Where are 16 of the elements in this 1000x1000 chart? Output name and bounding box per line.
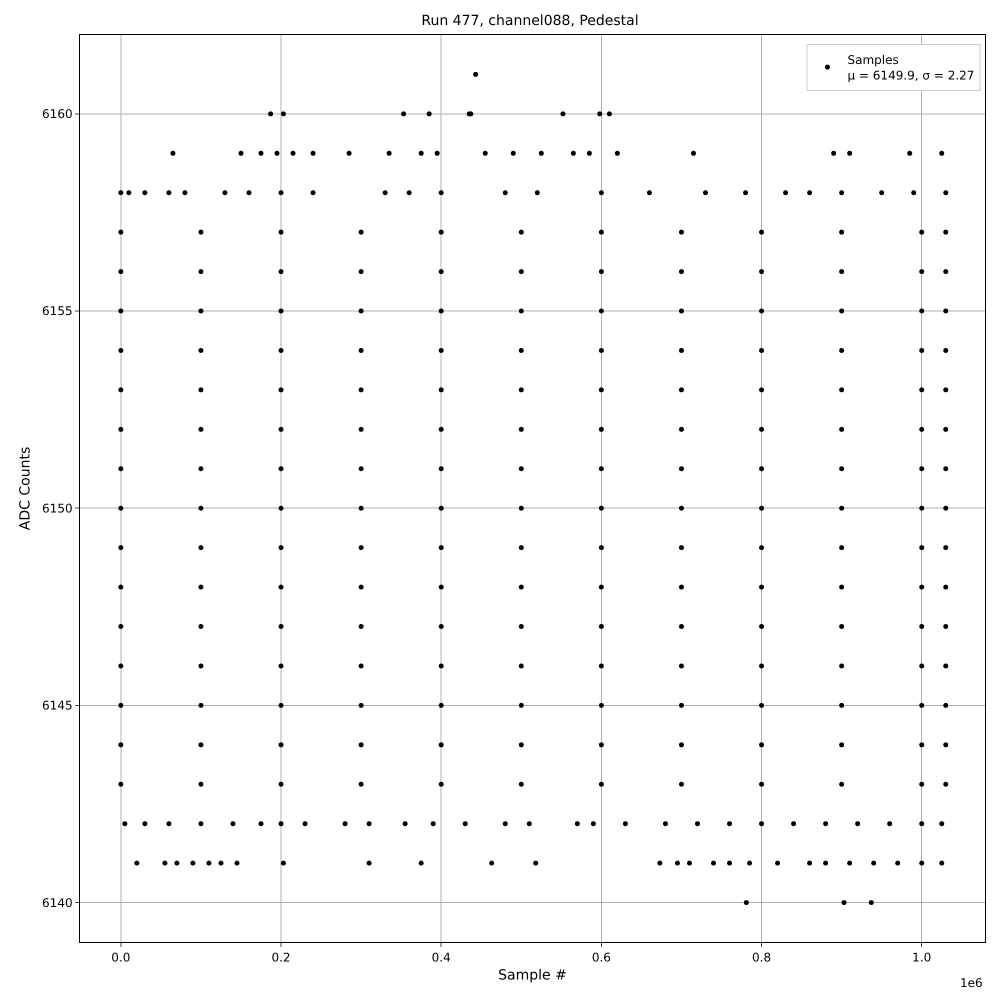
y-tick-label: 6145	[42, 698, 73, 713]
x-tick-label: 0.0	[111, 950, 130, 964]
x-tick-label: 0.6	[592, 950, 611, 964]
y-axis-title: ADC Counts	[18, 446, 34, 530]
x-tick-label: 0.2	[271, 950, 291, 964]
y-tick-label: 6150	[42, 501, 73, 516]
chart-title: Run 477, channel088, Pedestal	[421, 12, 639, 29]
legend-label: Samples μ = 6149.9, σ = 2.27	[847, 53, 974, 83]
text: 1e6	[960, 976, 983, 990]
x-axis-title: Sample #	[498, 968, 567, 984]
y-tick-label: 6155	[42, 304, 73, 318]
x-tick-label: 0.4	[432, 950, 451, 964]
x-tick-label: 0.8	[752, 950, 772, 964]
y-tick-label: 6140	[42, 896, 73, 910]
x-tick-label: 1.0	[912, 950, 932, 964]
y-tick-label: 6160	[42, 107, 73, 122]
